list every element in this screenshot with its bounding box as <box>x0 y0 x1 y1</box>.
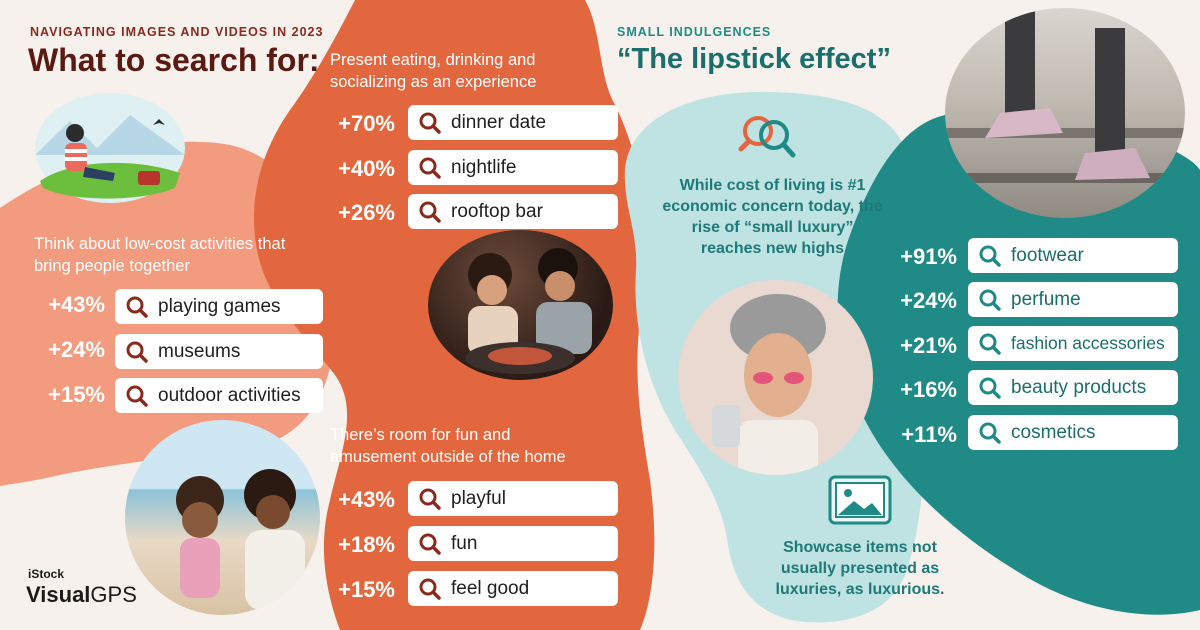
search-term: fun <box>451 532 478 554</box>
search-icon <box>979 333 1001 355</box>
lipstick-pct-5: +11% <box>901 422 957 447</box>
experience-pct-2: +40% <box>338 156 395 181</box>
search-chip-cosmetics[interactable]: cosmetics <box>968 415 1178 450</box>
search-term: playful <box>451 487 506 509</box>
search-term: outdoor activities <box>158 384 301 406</box>
search-chip-dinner-date[interactable]: dinner date <box>408 105 618 140</box>
search-term: museums <box>158 340 241 362</box>
fun-pct-2: +18% <box>338 532 395 557</box>
page-title: What to search for: <box>28 42 320 78</box>
search-chip-feel-good[interactable]: feel good <box>408 571 618 606</box>
lipstick-title: “The lipstick effect” <box>617 43 891 75</box>
search-chip-perfume[interactable]: perfume <box>968 282 1178 317</box>
brand-logo: VisualGPS <box>26 582 137 608</box>
compare-search-icon <box>738 113 800 165</box>
search-icon <box>126 385 148 407</box>
teal-blob <box>837 111 1200 615</box>
experience-description: Present eating, drinking and socializing… <box>330 51 537 91</box>
image-icon <box>828 475 892 525</box>
brand-istock: iStock <box>28 567 65 581</box>
lipstick-pct-2: +24% <box>900 288 957 313</box>
low-cost-pct-3: +15% <box>48 382 105 407</box>
search-chip-footwear[interactable]: footwear <box>968 238 1178 273</box>
search-icon <box>419 201 441 223</box>
experience-pct-3: +26% <box>338 200 395 225</box>
hiker-illustration <box>35 93 185 203</box>
lipstick-kicker: SMALL INDULGENCES <box>617 25 772 39</box>
search-term: beauty products <box>1011 376 1147 398</box>
search-chip-playful[interactable]: playful <box>408 481 618 516</box>
beach-photo <box>125 420 320 615</box>
low-cost-pct-1: +43% <box>48 292 105 317</box>
search-chip-nightlife[interactable]: nightlife <box>408 150 618 185</box>
search-icon <box>126 296 148 318</box>
dinner-photo <box>428 230 613 380</box>
search-term: dinner date <box>451 111 547 133</box>
lipstick-tip: Showcase items not usually presented as … <box>775 539 945 598</box>
search-icon <box>419 157 441 179</box>
lipstick-pct-4: +16% <box>900 377 957 402</box>
search-icon <box>419 488 441 510</box>
search-icon <box>979 245 1001 267</box>
search-term: fashion accessories <box>1011 333 1165 353</box>
sneakers-photo <box>945 8 1185 218</box>
search-icon <box>126 341 148 363</box>
search-term: cosmetics <box>1011 421 1096 443</box>
search-icon <box>979 377 1001 399</box>
lipstick-pct-1: +91% <box>900 244 957 269</box>
search-icon <box>419 578 441 600</box>
fun-pct-3: +15% <box>338 577 395 602</box>
search-term: feel good <box>451 577 530 599</box>
lipstick-pct-3: +21% <box>900 333 957 358</box>
search-chip-fashion-accessories[interactable]: fashion accessories <box>968 326 1178 361</box>
lipstick-description: While cost of living is #1 economic conc… <box>662 177 883 257</box>
search-chip-beauty-products[interactable]: beauty products <box>968 370 1178 405</box>
search-chip-outdoor-activities[interactable]: outdoor activities <box>115 378 323 413</box>
skincare-photo <box>678 280 873 475</box>
experience-pct-1: +70% <box>338 111 395 136</box>
search-chip-rooftop-bar[interactable]: rooftop bar <box>408 194 618 229</box>
search-term: perfume <box>1011 288 1081 310</box>
brand-sub: GPS <box>90 582 137 607</box>
low-cost-pct-2: +24% <box>48 337 105 362</box>
fun-description: There’s room for fun and amusement outsi… <box>330 426 566 466</box>
search-chip-playing-games[interactable]: playing games <box>115 289 323 324</box>
search-term: nightlife <box>451 156 517 178</box>
low-cost-description: Think about low-cost activities that bri… <box>34 235 286 275</box>
search-icon <box>979 289 1001 311</box>
fun-pct-1: +43% <box>338 487 395 512</box>
search-term: footwear <box>1011 244 1084 266</box>
brand-main: Visual <box>26 582 91 607</box>
search-chip-museums[interactable]: museums <box>115 334 323 369</box>
search-chip-fun[interactable]: fun <box>408 526 618 561</box>
search-icon <box>419 533 441 555</box>
search-icon <box>979 422 1001 444</box>
page-kicker: NAVIGATING IMAGES AND VIDEOS IN 2023 <box>30 25 324 39</box>
search-icon <box>419 112 441 134</box>
search-term: playing games <box>158 295 281 317</box>
search-term: rooftop bar <box>451 200 543 222</box>
